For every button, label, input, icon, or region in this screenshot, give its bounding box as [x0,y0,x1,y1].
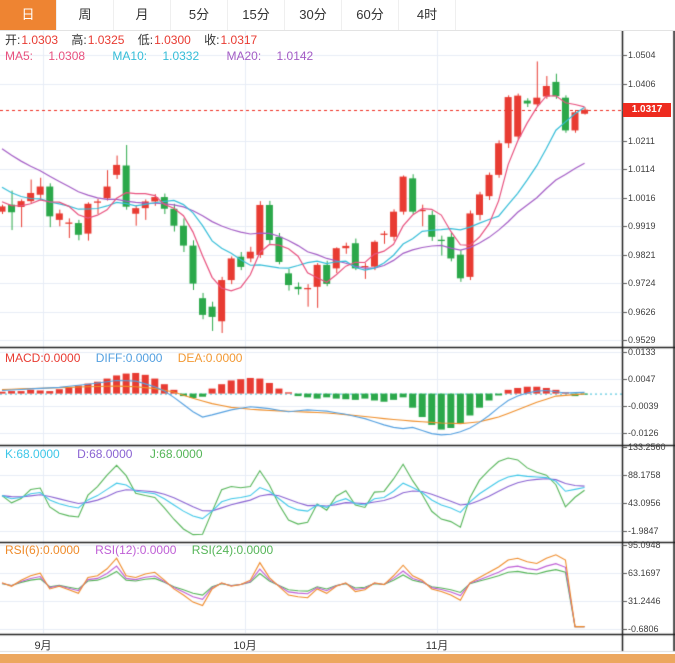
rsi-y-tick-label: 31.2446 [628,595,661,606]
kdj-y-tick-label: -1.9847 [628,526,659,536]
low-value: 1.0300 [154,33,191,47]
low-label: 低: [137,33,154,47]
tab-month[interactable]: 月 [114,0,171,30]
d-value: D:68.0000 [77,447,133,461]
dea-value: DEA:0.0000 [177,351,243,365]
close-label: 收: [204,33,220,47]
rsi12-value: RSI(12):0.0000 [95,543,177,557]
current-price-tag: 1.0317 [623,103,671,117]
x-axis-month-label: 11月 [425,640,449,652]
main-y-tick-label: 1.0211 [628,135,655,146]
high-value: 1.0325 [87,33,125,47]
main-y-tick-label: 0.9626 [628,306,656,317]
main-y-tick-label: 1.0114 [628,164,655,174]
macd-y-tick-label: 0.0047 [628,373,656,384]
macd-y-tick-label: -0.0126 [628,428,659,438]
kdj-y-tick-label: 88.1758 [628,469,661,480]
bottom-status-bar [0,654,675,663]
rsi24-value: RSI(24):0.0000 [191,543,274,557]
ma-readout: MA5: 1.0308 MA10: 1.0332 MA20: 1.0142 [5,49,337,63]
open-value: 1.0303 [21,33,59,47]
main-y-tick-label: 0.9919 [628,221,656,231]
main-y-tick-label: 1.0406 [628,78,656,89]
ohlc-readout: 开:1.0303 高:1.0325 低:1.0300 收:1.0317 [5,33,267,47]
ma20-readout: MA20: 1.0142 [226,49,314,63]
main-y-tick-label: 1.0016 [628,192,656,203]
diff-value: DIFF:0.0000 [95,351,163,365]
tab-day[interactable]: 日 [0,0,57,30]
close-value: 1.0317 [220,33,258,47]
high-label: 高: [71,33,87,47]
kdj-readout: K:68.0000 D:68.0000 J:68.0000 [5,447,203,461]
main-y-tick-label: 0.9529 [628,335,656,345]
macd-value: MACD:0.0000 [5,351,81,365]
macd-readout: MACD:0.0000 DIFF:0.0000 DEA:0.0000 [5,351,242,365]
rsi-readout: RSI(6):0.0000 RSI(12):0.0000 RSI(24):0.0… [5,543,273,557]
tab-15min[interactable]: 15分 [228,0,285,30]
open-label: 开: [5,33,21,47]
j-value: J:68.0000 [149,447,203,461]
x-axis-month-label: 10月 [233,640,257,652]
ma10-readout: MA10: 1.0332 [112,49,200,63]
rsi-y-tick-label: -0.6806 [628,624,659,634]
tab-30min[interactable]: 30分 [285,0,342,30]
tab-60min[interactable]: 60分 [342,0,399,30]
tab-week[interactable]: 周 [57,0,114,30]
tab-4hour[interactable]: 4时 [399,0,456,30]
x-axis-month-label: 9月 [34,640,52,652]
timeframe-toolbar: 日 周 月 5分 15分 30分 60分 4时 [0,0,675,31]
tab-5min[interactable]: 5分 [171,0,228,30]
kdj-y-tick-label: 43.0956 [628,497,661,508]
main-y-tick-label: 1.0504 [628,50,656,60]
ma5-readout: MA5: 1.0308 [5,49,86,63]
k-value: K:68.0000 [5,447,60,461]
macd-y-tick-label: -0.0039 [628,400,659,411]
rsi-y-tick-label: 63.1697 [628,568,661,578]
kdj-y-tick-label: 133.2560 [628,442,666,452]
main-y-tick-label: 0.9724 [628,278,656,288]
macd-y-tick-label: 0.0133 [628,347,656,357]
rsi6-value: RSI(6):0.0000 [5,543,80,557]
rsi-y-tick-label: 95.0948 [628,540,661,550]
main-y-tick-label: 0.9821 [628,249,656,260]
